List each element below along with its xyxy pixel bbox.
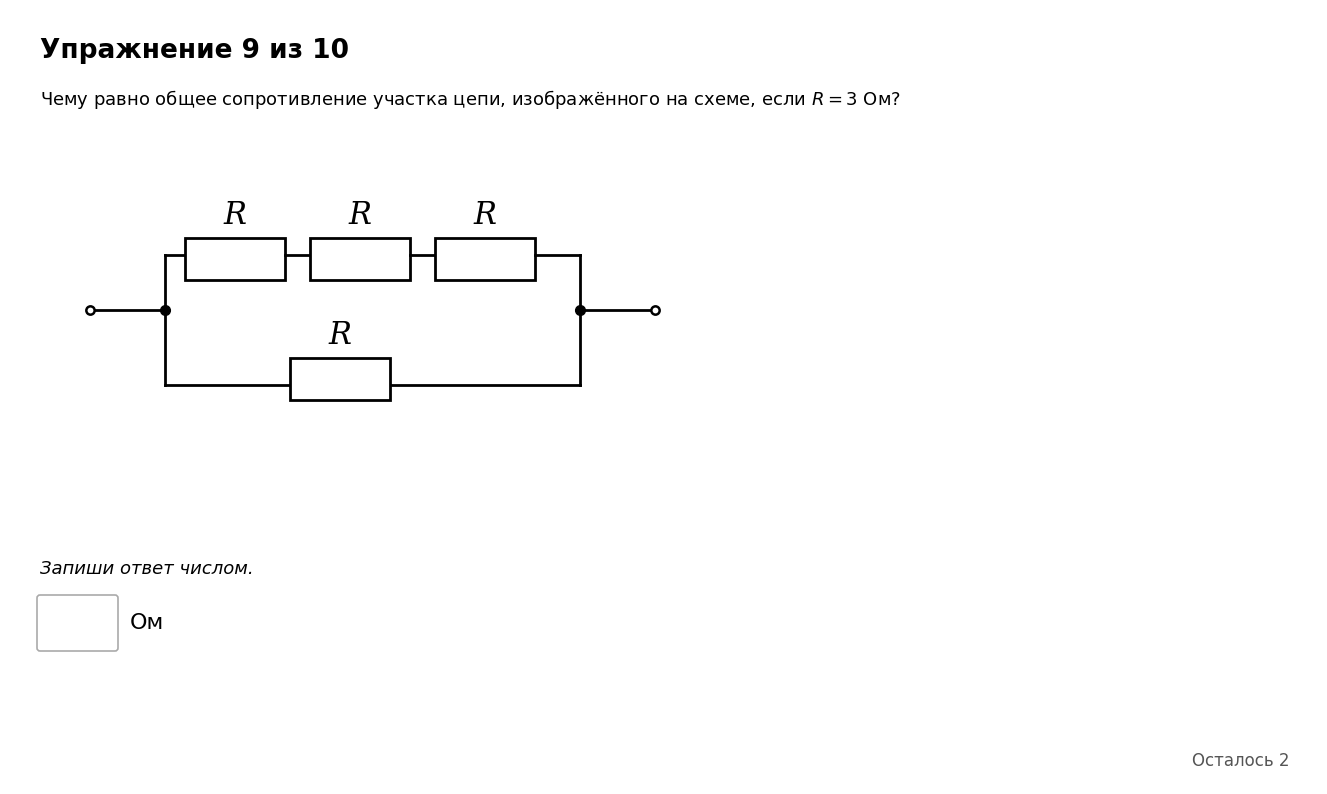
Text: Осталось 2: Осталось 2 [1193,752,1290,770]
Text: Ом: Ом [130,613,165,633]
Text: $R$: $R$ [223,201,247,230]
Bar [435,238,535,280]
Bar [184,238,285,280]
Text: $R$: $R$ [472,201,498,230]
Text: $R$: $R$ [348,201,372,230]
Text: Чему равно общее сопротивление участка цепи, изображённого на схеме, если $R = 3: Чему равно общее сопротивление участка ц… [40,88,901,111]
Text: $R$: $R$ [328,321,352,350]
Bar [291,358,390,400]
FancyBboxPatch shape [37,595,118,651]
Text: Запиши ответ числом.: Запиши ответ числом. [40,560,253,578]
Text: Упражнение 9 из 10: Упражнение 9 из 10 [40,38,349,64]
Bar [311,238,410,280]
